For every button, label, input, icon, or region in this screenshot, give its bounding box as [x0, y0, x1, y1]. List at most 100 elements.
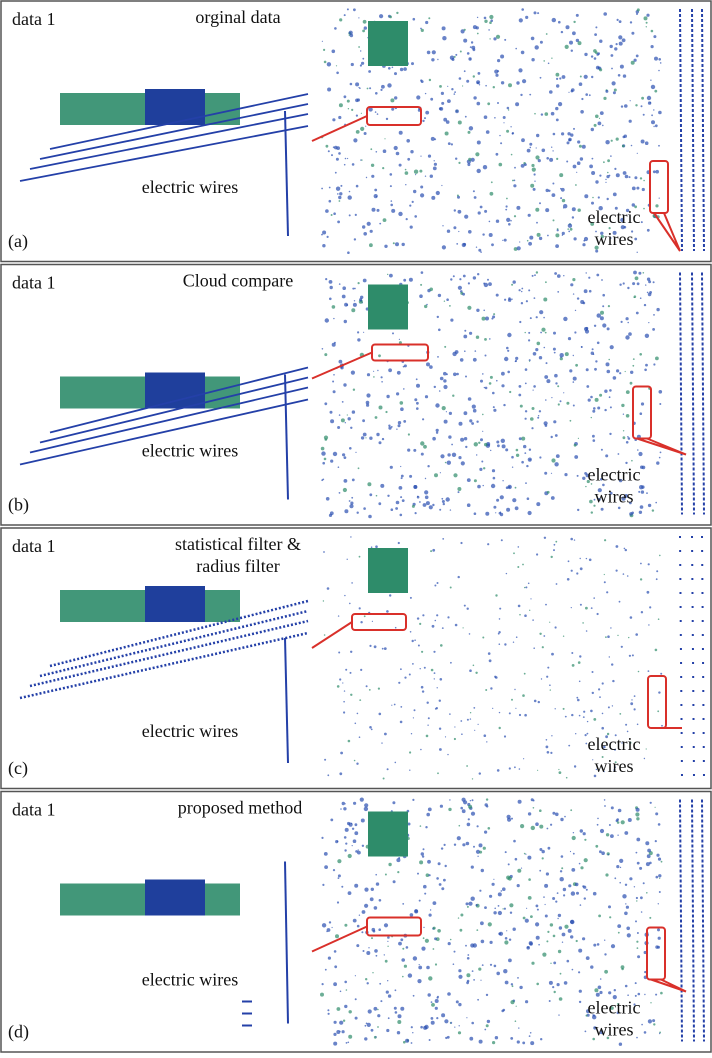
point [580, 829, 583, 832]
point [611, 663, 613, 665]
point [503, 404, 505, 406]
point [539, 356, 542, 359]
point [570, 935, 573, 938]
point [558, 102, 562, 106]
point [507, 350, 509, 352]
point [504, 357, 508, 361]
point [527, 946, 529, 948]
point [389, 16, 392, 19]
point [460, 929, 463, 932]
point [339, 360, 343, 364]
point [344, 836, 347, 839]
point [430, 98, 433, 101]
point [324, 852, 328, 856]
point [601, 727, 604, 730]
point [464, 437, 467, 440]
point [627, 994, 629, 996]
point [423, 503, 427, 507]
point [598, 986, 602, 990]
point [422, 855, 424, 857]
point [436, 429, 439, 432]
point [322, 462, 325, 465]
point [656, 461, 659, 464]
point [370, 230, 373, 233]
point [501, 384, 504, 387]
point [423, 885, 427, 889]
point [517, 566, 519, 568]
point [357, 331, 359, 333]
point [515, 48, 517, 50]
point [440, 377, 444, 381]
point [388, 427, 391, 430]
point [523, 917, 526, 920]
point [430, 909, 431, 910]
point [355, 823, 358, 826]
point [579, 655, 581, 657]
point [560, 400, 562, 402]
point [377, 1009, 379, 1011]
point [573, 853, 575, 855]
point [447, 616, 449, 618]
point [623, 171, 627, 175]
point [333, 374, 335, 376]
point [595, 360, 597, 362]
point [333, 452, 337, 456]
point [659, 878, 660, 879]
point [414, 639, 416, 641]
point [614, 168, 616, 170]
point [458, 975, 462, 979]
point [589, 559, 592, 562]
point [468, 397, 472, 401]
point [324, 865, 328, 869]
point [458, 1003, 461, 1006]
point [536, 316, 538, 318]
point [454, 93, 456, 95]
point [584, 839, 586, 841]
point [549, 90, 553, 94]
point [562, 235, 563, 236]
point [643, 180, 645, 182]
point [373, 376, 375, 378]
point [357, 713, 359, 715]
point [618, 507, 621, 510]
point [406, 218, 408, 220]
point [414, 910, 418, 914]
point [584, 194, 588, 198]
point [371, 164, 374, 167]
point [371, 175, 374, 178]
point [367, 982, 369, 984]
point [484, 906, 487, 909]
point [563, 204, 567, 208]
point [368, 70, 371, 73]
point [376, 495, 378, 497]
point [571, 891, 575, 895]
point [465, 376, 467, 378]
point [592, 759, 593, 760]
point [367, 482, 371, 486]
point [637, 724, 639, 726]
point [367, 222, 371, 226]
point [616, 865, 619, 868]
point [339, 678, 341, 680]
point [382, 438, 384, 440]
point [344, 479, 348, 483]
point [553, 219, 555, 221]
point [552, 897, 555, 900]
point [437, 356, 439, 358]
point [648, 101, 651, 104]
point [426, 501, 430, 505]
point [656, 308, 659, 311]
point [660, 992, 663, 995]
point [363, 507, 366, 510]
point [485, 355, 487, 357]
point [547, 235, 549, 237]
point [499, 618, 501, 620]
point [576, 14, 579, 17]
point [605, 179, 606, 180]
point [597, 342, 600, 345]
point [329, 921, 331, 923]
point [506, 205, 508, 207]
point [422, 418, 424, 420]
point [517, 1040, 520, 1043]
point [380, 484, 384, 488]
